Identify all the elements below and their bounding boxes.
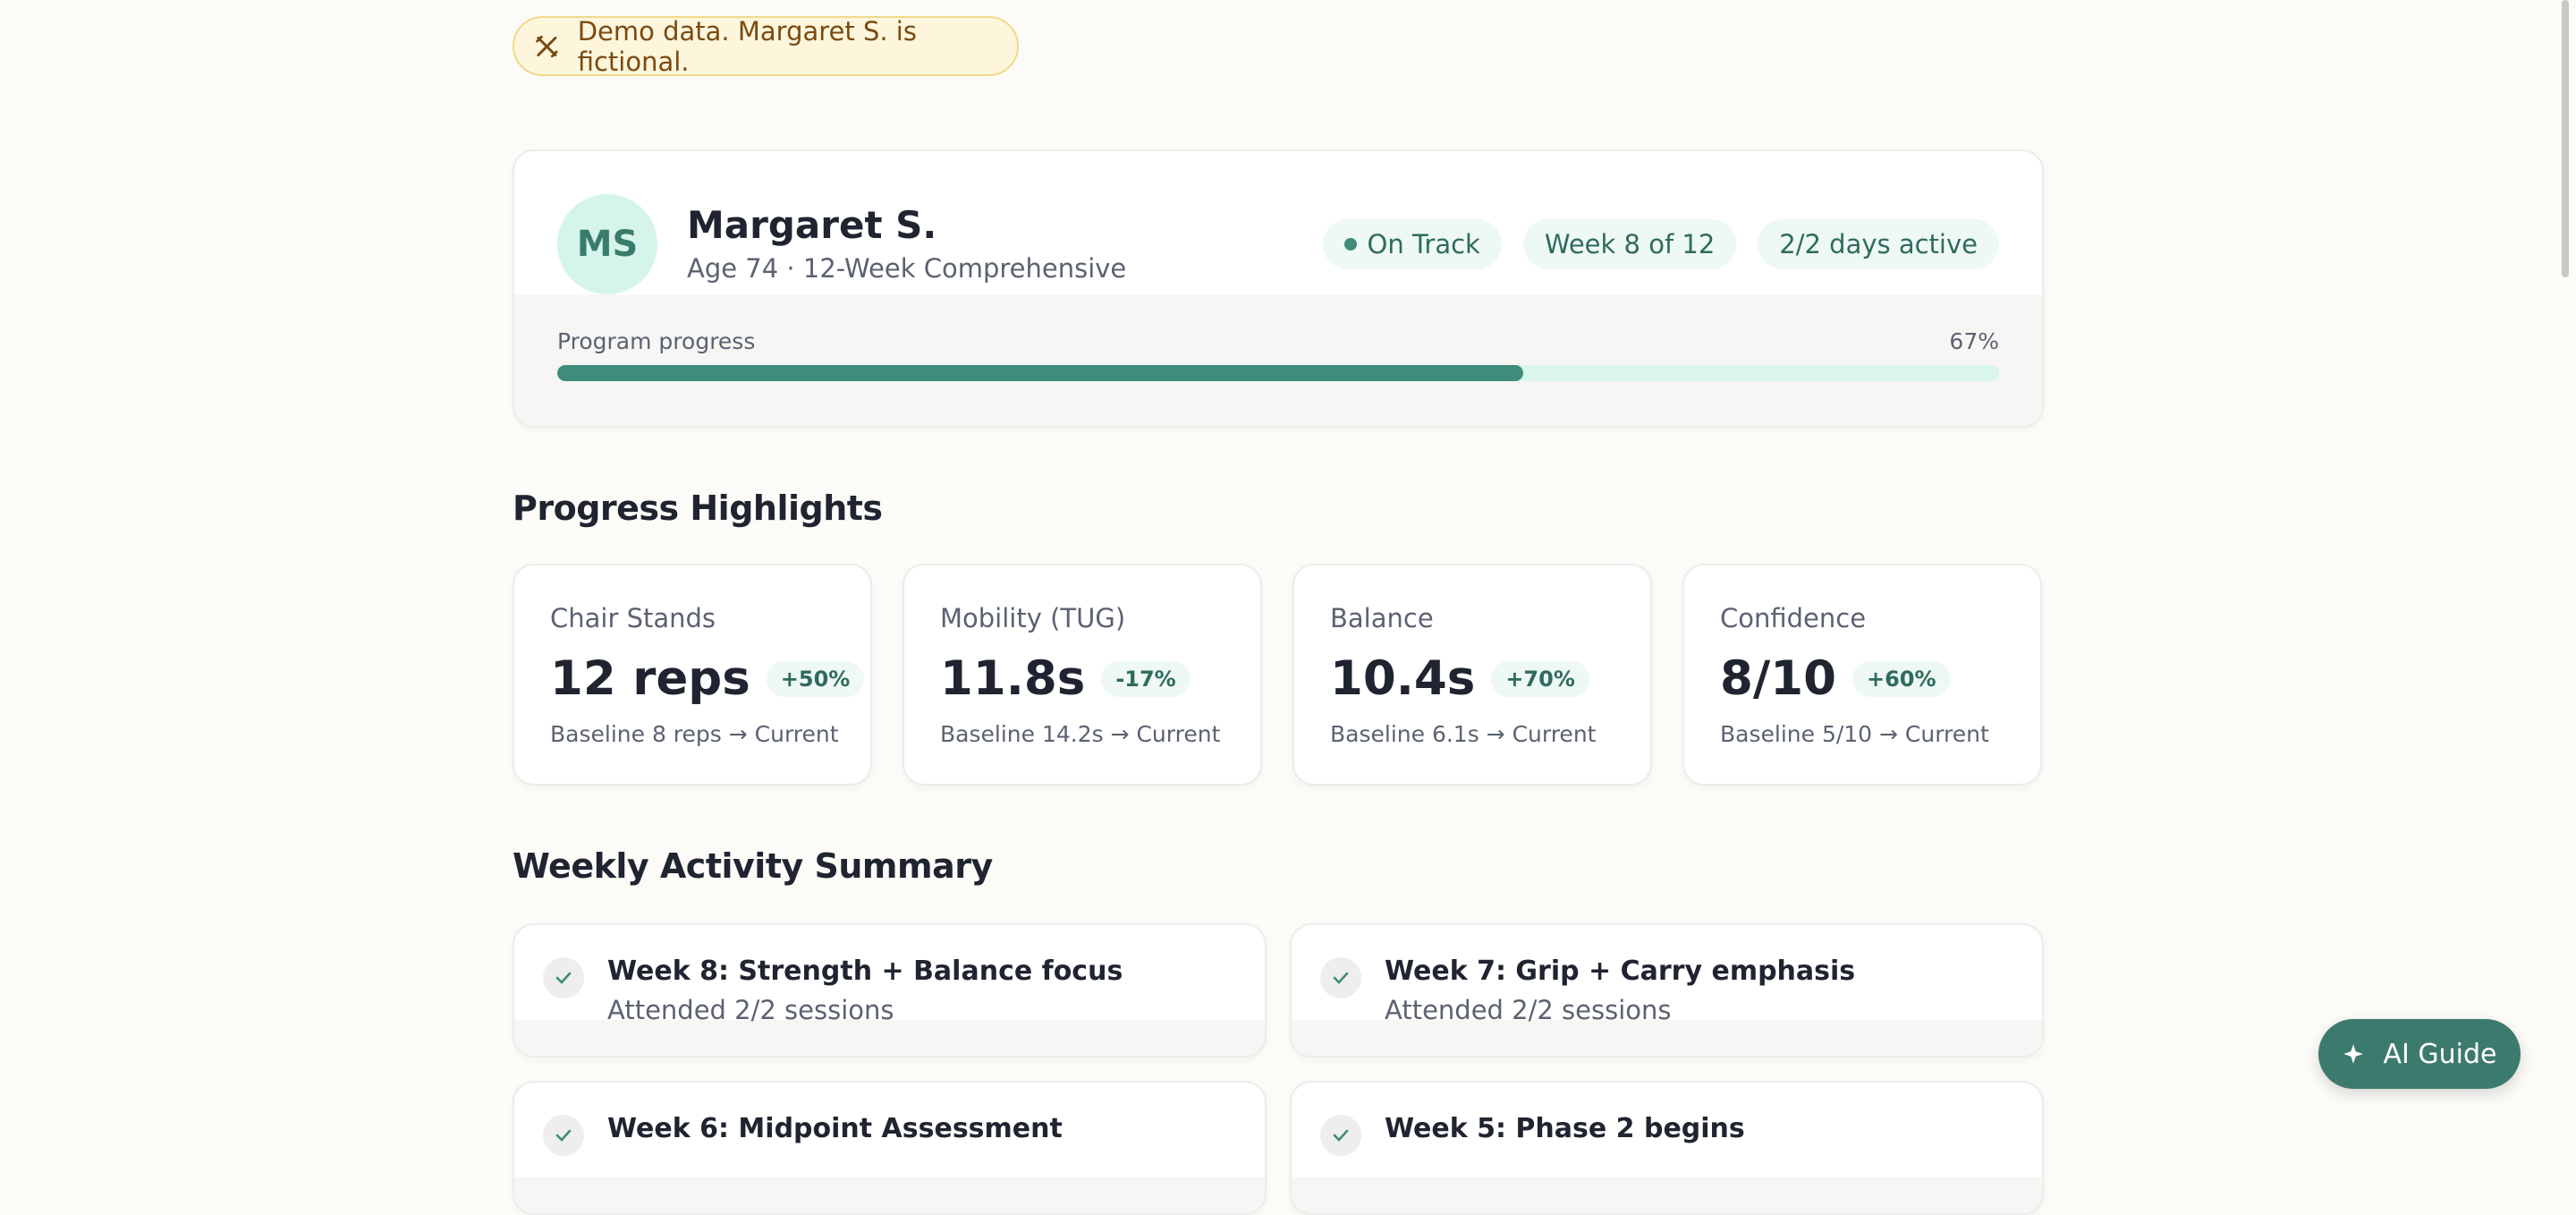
progress-label: Program progress: [557, 328, 756, 354]
status-badge: On Track: [1322, 219, 1502, 269]
check-mark: [555, 972, 572, 984]
ai-guide-button[interactable]: AI Guide: [2318, 1019, 2521, 1089]
metric-value: 12 reps: [550, 651, 750, 706]
progress-track: [557, 365, 1999, 381]
metric-change: +70%: [1491, 660, 1589, 697]
week-card: Week 7: Grip + Carry emphasis Attended 2/…: [1290, 923, 2044, 1058]
check-icon: [543, 957, 584, 998]
week-badge: Week 8 of 12: [1522, 219, 1737, 269]
week-card: Week 6: Midpoint Assessment: [513, 1081, 1267, 1215]
week-title: Week 7: Grip + Carry emphasis: [1385, 956, 1856, 987]
ai-guide-label: AI Guide: [2383, 1038, 2497, 1070]
metric-change: +50%: [766, 660, 865, 697]
patient-subtitle: Age 74 · 12-Week Comprehensive: [687, 253, 1127, 284]
week-subtitle: Attended 2/2 sessions: [607, 995, 894, 1025]
badges: On Track Week 8 of 12 2/2 days active: [1322, 219, 1999, 269]
banner-text: Demo data. Margaret S. is fictional.: [577, 15, 917, 77]
metric-change: +60%: [1852, 660, 1951, 697]
section-title: Progress Highlights: [513, 489, 883, 528]
badge-text: On Track: [1367, 229, 1480, 259]
section-title: Weekly Activity Summary: [513, 846, 993, 886]
demo-banner: Demo data. Margaret S. is fictional.: [513, 15, 1019, 77]
metric-title: Mobility (TUG): [940, 603, 1126, 633]
card-footer: [1292, 1177, 2042, 1213]
metric-title: Balance: [1330, 603, 1434, 633]
card-footer: [1292, 1020, 2042, 1056]
week-card: Week 5: Phase 2 begins: [1290, 1081, 2044, 1215]
metric-value: 8/10: [1720, 651, 1836, 706]
highlight-card: Balance 10.4s +70% Baseline 6.1s → Current: [1292, 564, 1652, 786]
metric-row: 10.4s +70%: [1330, 651, 1589, 706]
week-title: Week 8: Strength + Balance focus: [607, 956, 1123, 987]
days-badge: 2/2 days active: [1758, 219, 1999, 269]
check-icon: [1320, 957, 1361, 998]
metric-row: 12 reps +50%: [550, 651, 865, 706]
progress-section: Program progress 67%: [514, 294, 2042, 426]
sparkle-icon: [2343, 1044, 2364, 1064]
week-title: Week 5: Phase 2 begins: [1385, 1113, 1745, 1144]
metric-change: -17%: [1101, 660, 1191, 697]
check-icon: [543, 1115, 584, 1156]
avatar: MS: [557, 194, 657, 294]
week-title: Week 6: Midpoint Assessment: [607, 1113, 1063, 1144]
check-mark: [1333, 972, 1349, 984]
highlight-card: Confidence 8/10 +60% Baseline 5/10 → Curren…: [1682, 564, 2042, 786]
metric-note: Baseline 6.1s → Current: [1330, 721, 1597, 747]
metric-value: 10.4s: [1330, 651, 1476, 706]
check-mark: [1333, 1129, 1349, 1142]
scrollbar[interactable]: [2562, 0, 2569, 277]
check-icon: [1320, 1115, 1361, 1156]
progress-fill: [557, 365, 1524, 381]
metric-row: 11.8s -17%: [940, 651, 1191, 706]
status-dot: [1343, 238, 1357, 251]
weekly-list: Week 8: Strength + Balance focus Attended…: [513, 923, 2044, 1215]
metric-note: Baseline 8 reps → Current: [550, 721, 839, 747]
progress-value: 67%: [1949, 328, 1999, 354]
week-subtitle: Attended 2/2 sessions: [1385, 995, 1672, 1025]
metric-row: 8/10 +60%: [1720, 651, 1951, 706]
card-footer: [514, 1177, 1265, 1213]
week-card: Week 8: Strength + Balance focus Attended…: [513, 923, 1267, 1058]
tools-icon: [536, 35, 558, 57]
metric-note: Baseline 5/10 → Current: [1720, 721, 1989, 747]
highlight-card: Mobility (TUG) 11.8s -17% Baseline 14.2s → …: [902, 564, 1262, 786]
metric-title: Chair Stands: [550, 603, 716, 633]
profile-card: Program progress 67% MS Margaret S. Age …: [513, 149, 2044, 428]
metric-title: Confidence: [1720, 603, 1867, 633]
highlight-card: Chair Stands 12 reps +50% Baseline 8 reps →…: [513, 564, 872, 786]
highlight-cards: Chair Stands 12 reps +50% Baseline 8 reps →…: [513, 564, 2044, 786]
page: Demo data. Margaret S. is fictional. Pro…: [513, 0, 2569, 1215]
card-footer: [514, 1020, 1265, 1056]
check-mark: [555, 1129, 572, 1142]
metric-note: Baseline 14.2s → Current: [940, 721, 1221, 747]
metric-value: 11.8s: [940, 651, 1086, 706]
patient-name: Margaret S.: [687, 203, 937, 247]
